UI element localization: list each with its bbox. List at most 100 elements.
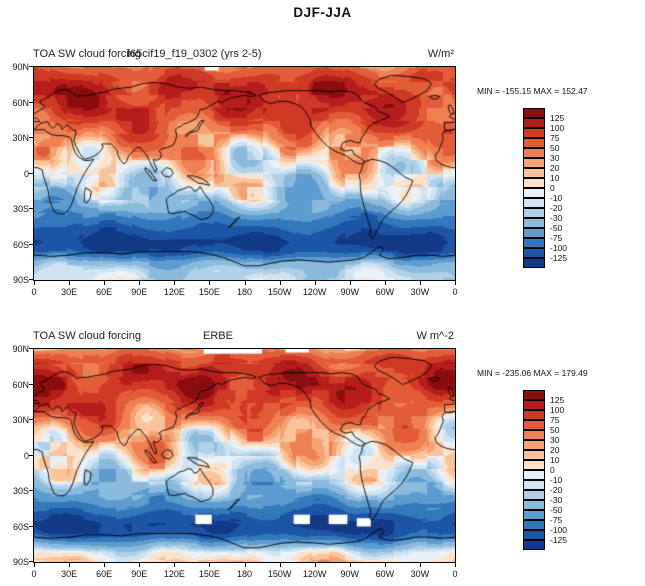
erbe-map-canvas [33,348,456,563]
lon-tick-label: 150E [198,569,220,579]
lon-tick-label: 150W [267,569,292,579]
colorbar-tick-label: -20 [550,485,563,495]
lon-tick-mark [384,563,386,567]
colorbar-cell [523,198,545,208]
lat-tick-label: 60N [12,379,29,390]
panel-model: TOA SW cloud forcing f65cif19_f19_0302 (… [0,40,645,322]
colorbar-cell [523,470,545,480]
lon-tick-mark [244,281,246,285]
colorbar-cell [523,410,545,420]
lon-tick-label: 120W [302,287,327,297]
colorbar-tick-label: 50 [550,425,560,435]
colorbar-cell [523,400,545,410]
lat-tick-label: 30N [12,415,29,425]
colorbar: 125 100 75 50 30 20 10 0 -10 -20 -30 -50 -75 -100 -125 [523,108,603,272]
colorbar-tick-label: 0 [550,183,555,193]
colorbar-cell [523,118,545,128]
colorbar-tick-label: 30 [550,153,560,163]
lat-tick-label: 30S [12,204,29,214]
colorbar-cell [523,108,545,118]
colorbar-tick-label: -10 [550,193,563,203]
lon-tick-label: 0 [452,569,458,579]
colorbar-tick-label: -125 [550,253,568,263]
minmax-label: MIN = -235.06 MAX = 179.49 [477,368,588,378]
figure-title: DJF-JJA [293,5,352,20]
lon-tick-mark [314,281,316,285]
colorbar-tick-label: 125 [550,395,565,405]
units-label: W/m² [427,48,454,60]
colorbar-cell [523,540,545,550]
minmax-label: MIN = -155.15 MAX = 152.47 [477,86,588,96]
colorbar-cell [523,390,545,400]
lat-tick-label: 0 [23,168,29,179]
colorbar-tick-label: 30 [550,435,560,445]
colorbar-cell [523,460,545,470]
lon-tick-mark [419,281,421,285]
colorbar-cell [523,128,545,138]
lon-tick-mark [455,563,456,567]
colorbar-cell [523,510,545,520]
colorbar-cell [523,490,545,500]
lon-tick-label: 0 [31,569,37,579]
lon-tick-label: 30W [410,287,430,297]
lat-tick-label: 90S [12,557,29,567]
lon-tick-mark [455,281,456,285]
lon-tick-mark [139,563,141,567]
lon-tick-label: 180 [236,569,253,579]
colorbar-cell [523,178,545,188]
colorbar-tick-label: -30 [550,213,563,223]
lon-tick-label: 150W [267,287,292,297]
lat-tick-label: 90S [12,275,29,285]
lat-tick-label: 60S [12,521,29,532]
colorbar-tick-label: 0 [550,465,555,475]
lon-tick-label: 60E [96,569,113,579]
colorbar-cell [523,168,545,178]
lat-tick-label: 30N [12,133,29,143]
lon-tick-label: 60W [375,569,395,579]
lon-tick-label: 30W [410,569,430,579]
lon-tick-mark [384,281,386,285]
units-label: W m^-2 [416,330,454,342]
colorbar-cell [523,228,545,238]
colorbar-tick-label: 10 [550,173,560,183]
colorbar-tick-label: -50 [550,505,563,515]
colorbar-tick-label: -100 [550,243,568,253]
colorbar-cell [523,248,545,258]
colorbar-tick-label: 10 [550,455,560,465]
lon-tick-label: 150E [198,287,220,297]
colorbar-cell [523,440,545,450]
lat-tick-label: 60N [12,97,29,108]
lon-tick-mark [349,563,351,567]
model-map-canvas [33,66,456,281]
colorbar-cell [523,158,545,168]
lon-tick-mark [104,563,106,567]
colorbar-cell [523,188,545,198]
colorbar-tick-label: -75 [550,515,563,525]
lon-tick-label: 60E [96,287,113,297]
lat-tick-label: 90N [12,62,29,72]
colorbar-tick-label: -75 [550,233,563,243]
lon-tick-mark [279,281,281,285]
lon-tick-mark [314,563,316,567]
lon-tick-label: 0 [452,287,458,297]
colorbar-tick-label: 75 [550,133,560,143]
lon-tick-mark [69,563,71,567]
lon-tick-mark [419,563,421,567]
lon-tick-label: 180 [236,287,253,297]
colorbar-cell [523,218,545,228]
colorbar-tick-label: -10 [550,475,563,485]
colorbar-tick-label: 75 [550,415,560,425]
lon-tick-label: 120E [163,287,185,297]
colorbar: 125 100 75 50 30 20 10 0 -10 -20 -30 -50 -75 -100 -125 [523,390,603,554]
dataset-label: ERBE [203,330,233,342]
colorbar-tick-label: 125 [550,113,565,123]
lon-tick-label: 30E [61,569,78,579]
colorbar-tick-label: -30 [550,495,563,505]
lon-tick-mark [244,563,246,567]
colorbar-cell [523,148,545,158]
lon-tick-mark [174,281,176,285]
lat-tick-label: 60S [12,239,29,250]
colorbar-cell [523,430,545,440]
colorbar-cell [523,420,545,430]
